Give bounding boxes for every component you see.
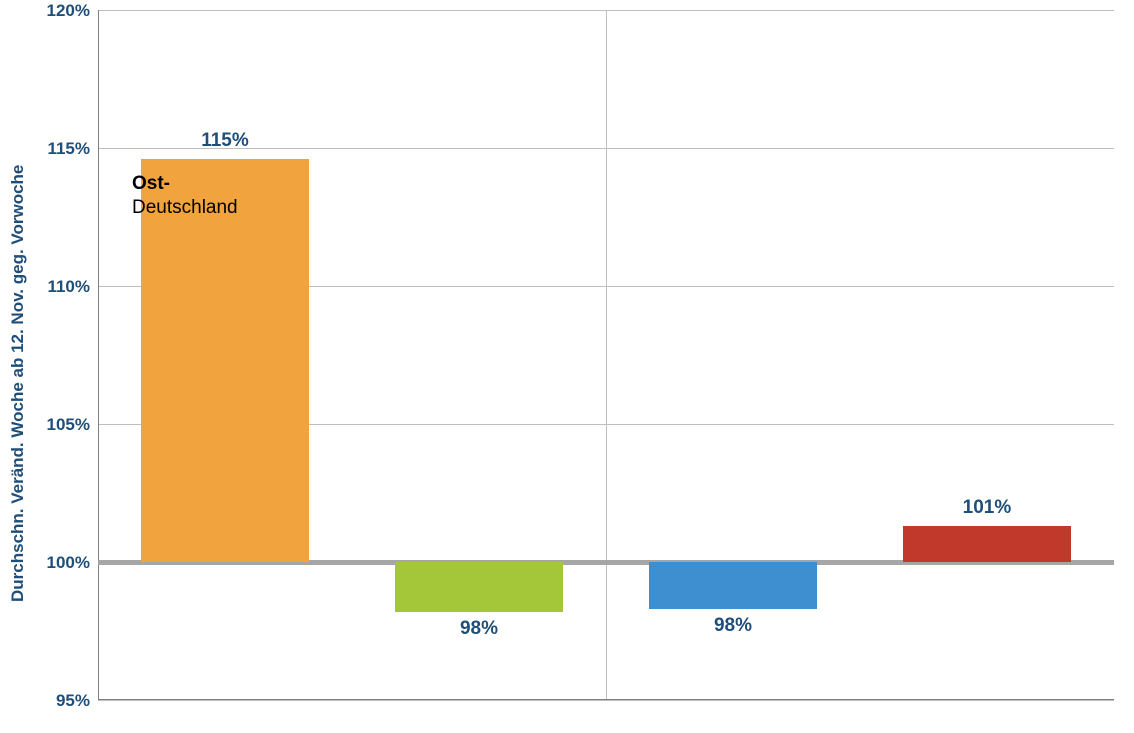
gridline-h: [98, 700, 1114, 701]
plot-area: 115% 98% 98% 101%: [98, 10, 1114, 700]
gridline-v-middle: [606, 10, 607, 700]
x-axis-line: [98, 699, 1114, 700]
y-axis-line: [98, 10, 99, 700]
bar-value-label: 98%: [649, 615, 817, 637]
ytick-label: 120%: [47, 1, 90, 21]
ytick-label: 95%: [56, 691, 90, 711]
bar-chart: Durchschn. Veränd. Woche ab 12. Nov. geg…: [0, 0, 1134, 733]
bar: [649, 562, 817, 609]
bar-value-label: 115%: [141, 130, 309, 152]
ytick-label: 105%: [47, 415, 90, 435]
ytick-label: 100%: [47, 553, 90, 573]
bar: [395, 562, 563, 612]
y-axis-title: Durchschn. Veränd. Woche ab 12. Nov. geg…: [8, 164, 28, 601]
ytick-label: 110%: [47, 277, 90, 297]
annotation-line1: Ost-: [132, 172, 238, 196]
bar: [903, 526, 1071, 562]
bar-value-label: 98%: [395, 618, 563, 640]
bar-value-label: 101%: [903, 497, 1071, 519]
annotation-line2: Deutschland: [132, 196, 238, 220]
ytick-label: 115%: [47, 139, 90, 159]
bar-annotation: Ost-Deutschland: [132, 172, 238, 220]
